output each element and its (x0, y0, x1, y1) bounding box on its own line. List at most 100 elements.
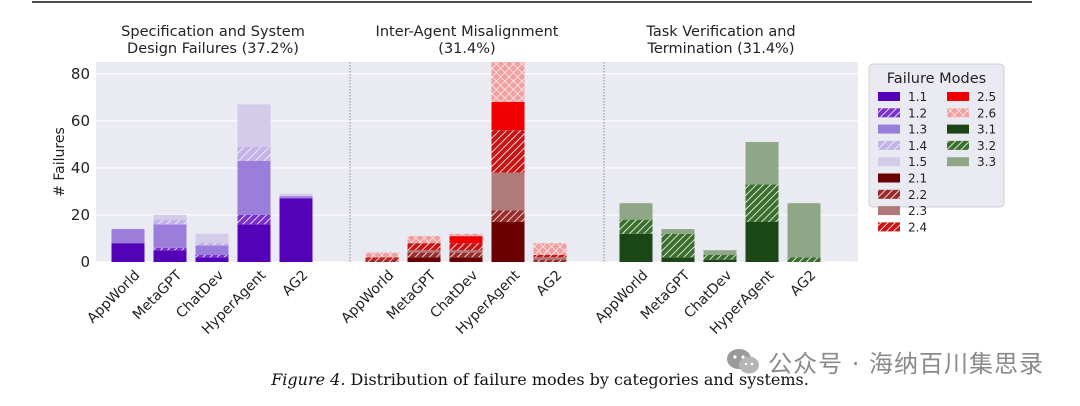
bar-segment (449, 236, 483, 244)
bar-hatch (365, 259, 399, 262)
bar-hatch (703, 254, 737, 260)
bar-segment (619, 203, 653, 220)
bar-hatch (661, 233, 695, 258)
bar-segment (279, 193, 313, 197)
bar-segment (279, 196, 313, 199)
bar-hatch (449, 233, 483, 237)
legend-swatch (947, 92, 969, 101)
legend-label: 2.4 (908, 220, 927, 234)
bar-segment (407, 250, 441, 253)
panel-title: Inter-Agent Misalignment (376, 24, 559, 40)
bar-hatch (449, 243, 483, 251)
bar-segment (153, 214, 187, 220)
legend-label: 2.5 (977, 90, 996, 104)
legend-swatch (947, 157, 969, 167)
bar-segment (787, 203, 821, 258)
bar-hatch (407, 243, 441, 251)
bar-segment (745, 222, 779, 262)
bar-hatch (365, 252, 399, 258)
bar-hatch (195, 243, 229, 246)
y-tick-label: 40 (71, 159, 90, 177)
legend-label: 3.1 (977, 123, 996, 137)
bar-hatch (533, 254, 567, 258)
legend-box (868, 63, 1005, 208)
bar-segment (237, 224, 271, 262)
bar-segment (279, 198, 313, 262)
legend-label: 1.1 (908, 90, 927, 104)
bar-segment (111, 229, 145, 244)
bar-hatch (237, 146, 271, 161)
bar-segment (195, 245, 229, 255)
bar-segment (491, 222, 525, 262)
figure-caption: Figure 4. Distribution of failure modes … (0, 370, 1080, 389)
bar-segment (491, 102, 525, 131)
bar-hatch (745, 184, 779, 222)
legend-label: 1.2 (908, 106, 927, 120)
y-axis-label: # Failures (52, 127, 68, 197)
legend-label: 1.3 (908, 123, 927, 137)
bar-segment (449, 257, 483, 262)
legend-swatch-hatch (947, 108, 969, 118)
legend-swatch (878, 206, 900, 216)
bar-segment (703, 259, 737, 262)
legend-swatch-hatch (878, 222, 900, 232)
watermark-text: 公众号 · 海纳百川集思录 (768, 350, 1044, 378)
panel-title: Design Failures (37.2%) (127, 41, 299, 57)
legend-label: 2.2 (908, 188, 927, 202)
y-tick-label: 60 (71, 112, 90, 130)
bar-segment (661, 257, 695, 262)
legend-swatch (878, 124, 900, 134)
y-tick-label: 0 (80, 253, 90, 271)
bar-segment (237, 104, 271, 147)
x-tick-label: AG2 (533, 268, 565, 300)
y-tick-label: 80 (71, 65, 90, 83)
legend-swatch-hatch (878, 189, 900, 199)
wechat-icon (727, 348, 760, 373)
x-tick-label: AG2 (279, 268, 311, 300)
caption-label: Figure 4. (271, 370, 346, 389)
legend-swatch (878, 157, 900, 167)
legend-swatch (947, 124, 969, 134)
panel-title: (31.4%) (438, 41, 495, 57)
bar-hatch (407, 252, 441, 258)
bar-segment (153, 250, 187, 262)
bar-hatch (195, 254, 229, 258)
legend-label: 3.3 (977, 155, 996, 169)
panel-title: Specification and System (121, 24, 305, 40)
bar-hatch (533, 243, 567, 255)
bar-segment (449, 250, 483, 253)
bar-hatch (491, 130, 525, 173)
legend-label: 1.4 (908, 139, 927, 153)
bar-segment (491, 172, 525, 211)
caption-text: Distribution of failure modes by categor… (350, 370, 809, 389)
plot-area (96, 62, 858, 262)
bar-hatch (491, 62, 525, 102)
bar-segment (745, 142, 779, 185)
bar-hatch (407, 236, 441, 244)
bar-segment (237, 160, 271, 215)
bar-segment (407, 257, 441, 262)
legend-swatch (878, 173, 900, 183)
bar-hatch (365, 257, 399, 260)
bar-hatch (153, 247, 187, 251)
bar-segment (533, 257, 567, 260)
legend-swatch-hatch (878, 140, 900, 150)
y-tick-label: 20 (71, 206, 90, 224)
bar-hatch (787, 257, 821, 262)
legend-label: 2.1 (908, 172, 927, 186)
legend-swatch-hatch (878, 108, 900, 118)
bar-hatch (153, 219, 187, 225)
watermark: 公众号 · 海纳百川集思录 (726, 344, 1044, 379)
bar-hatch (449, 252, 483, 258)
legend-label: 1.5 (908, 155, 927, 169)
legend-label: 2.6 (977, 106, 996, 120)
bar-segment (111, 243, 145, 262)
bar-segment (661, 229, 695, 234)
bar-segment (619, 233, 653, 262)
legend-label: 3.2 (977, 139, 996, 153)
bar-segment (195, 257, 229, 262)
bar-segment (703, 250, 737, 255)
bar-segment (153, 224, 187, 248)
legend-label: 2.3 (908, 204, 927, 218)
